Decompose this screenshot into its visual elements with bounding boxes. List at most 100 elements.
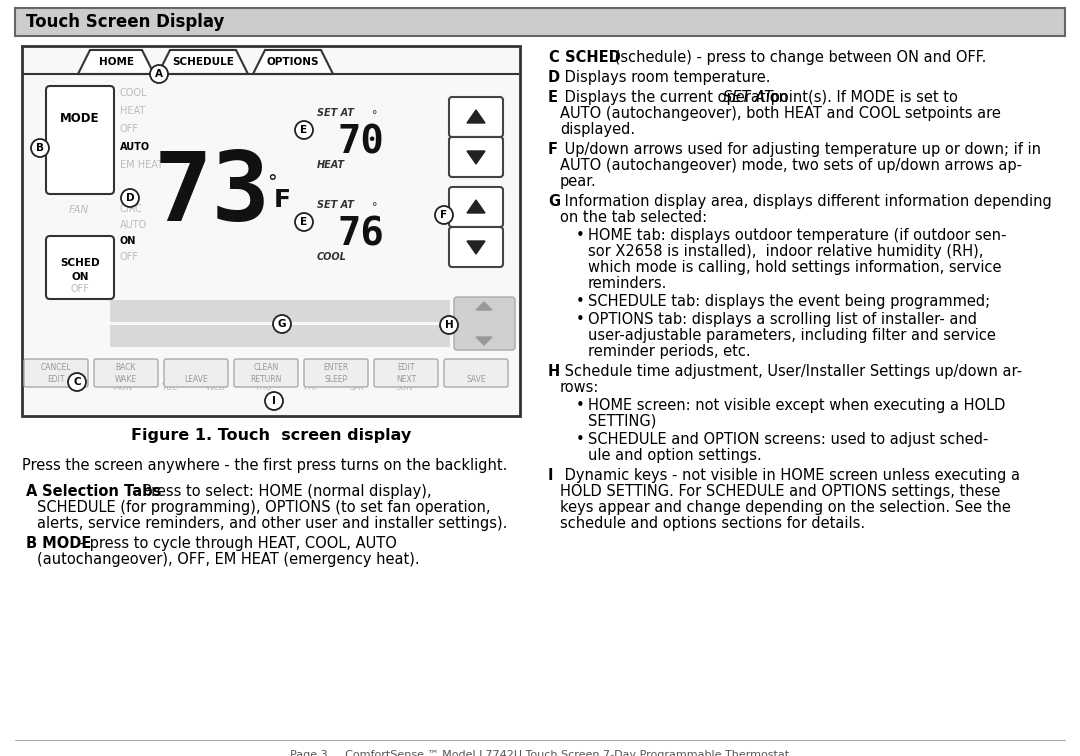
Text: °: ° [267, 173, 276, 192]
Text: BACK: BACK [116, 364, 136, 373]
Text: Dynamic keys - not visible in HOME screen unless executing a: Dynamic keys - not visible in HOME scree… [561, 468, 1020, 483]
Text: AUTO: AUTO [120, 142, 150, 152]
Text: - Press to select: HOME (normal display),: - Press to select: HOME (normal display)… [129, 484, 432, 499]
Text: SCHEDULE tab: displays the event being programmed;: SCHEDULE tab: displays the event being p… [588, 294, 990, 309]
Text: SCHEDULE (for programming), OPTIONS (to set fan operation,: SCHEDULE (for programming), OPTIONS (to … [37, 500, 490, 515]
Text: CANCEL: CANCEL [41, 364, 71, 373]
Polygon shape [467, 200, 485, 213]
Text: rows:: rows: [561, 380, 599, 395]
Text: E: E [300, 217, 308, 227]
FancyBboxPatch shape [234, 359, 298, 387]
Text: E: E [300, 125, 308, 135]
Text: OPTIONS tab: displays a scrolling list of installer- and: OPTIONS tab: displays a scrolling list o… [588, 312, 977, 327]
Text: keys appear and change depending on the selection. See the: keys appear and change depending on the … [561, 500, 1011, 515]
Text: COOL: COOL [120, 88, 148, 98]
Text: reminders.: reminders. [588, 276, 667, 291]
Text: F: F [548, 142, 558, 157]
Text: SET AT: SET AT [723, 90, 773, 105]
Text: HOME: HOME [98, 57, 134, 67]
Text: Information display area, displays different information depending: Information display area, displays diffe… [561, 194, 1052, 209]
Text: ON: ON [120, 236, 136, 246]
FancyBboxPatch shape [94, 359, 158, 387]
Circle shape [150, 65, 168, 83]
Text: H: H [548, 364, 561, 379]
Text: SETTING): SETTING) [588, 414, 657, 429]
Text: pear.: pear. [561, 174, 597, 189]
FancyBboxPatch shape [449, 187, 503, 227]
Text: C: C [73, 377, 81, 387]
Text: I: I [548, 468, 554, 483]
Polygon shape [467, 110, 485, 123]
Text: E: E [548, 90, 558, 105]
Polygon shape [253, 50, 333, 74]
Text: schedule and options sections for details.: schedule and options sections for detail… [561, 516, 865, 531]
Text: HEAT: HEAT [120, 106, 145, 116]
Text: CIRC: CIRC [120, 204, 143, 214]
Text: G: G [548, 194, 561, 209]
Text: FRI: FRI [303, 383, 316, 392]
Text: SCHEDULE: SCHEDULE [172, 57, 234, 67]
Text: alerts, service reminders, and other user and installer settings).: alerts, service reminders, and other use… [37, 516, 508, 531]
FancyBboxPatch shape [24, 359, 87, 387]
Text: A: A [26, 484, 38, 499]
Text: COOL: COOL [318, 252, 347, 262]
Text: °: ° [372, 110, 378, 120]
FancyBboxPatch shape [110, 325, 450, 347]
Text: ENTER: ENTER [323, 364, 349, 373]
FancyBboxPatch shape [449, 97, 503, 137]
Text: B: B [36, 143, 44, 153]
Text: OPTIONS: OPTIONS [267, 57, 320, 67]
Text: I: I [272, 396, 275, 406]
Text: HEAT: HEAT [318, 160, 345, 170]
Text: (autochangeover), OFF, EM HEAT (emergency heat).: (autochangeover), OFF, EM HEAT (emergenc… [37, 552, 420, 567]
Text: EDIT: EDIT [48, 374, 65, 383]
Text: OFF: OFF [120, 124, 139, 134]
Text: D: D [125, 193, 134, 203]
Text: SLEEP: SLEEP [324, 374, 348, 383]
Text: D: D [548, 70, 561, 85]
Text: SAVE: SAVE [467, 374, 486, 383]
FancyBboxPatch shape [444, 359, 508, 387]
Text: OFF: OFF [70, 284, 90, 295]
Text: which mode is calling, hold settings information, service: which mode is calling, hold settings inf… [588, 260, 1001, 275]
Text: ON: ON [71, 272, 89, 283]
Text: Displays room temperature.: Displays room temperature. [561, 70, 770, 85]
Circle shape [31, 139, 49, 157]
Text: SET AT: SET AT [318, 108, 354, 118]
Text: EDIT: EDIT [397, 364, 415, 373]
FancyBboxPatch shape [374, 359, 438, 387]
Circle shape [435, 206, 453, 224]
Circle shape [295, 213, 313, 231]
Text: C: C [548, 50, 558, 65]
FancyBboxPatch shape [449, 137, 503, 177]
FancyBboxPatch shape [46, 86, 114, 194]
Text: HOME screen: not visible except when executing a HOLD: HOME screen: not visible except when exe… [588, 398, 1005, 413]
Text: AUTO: AUTO [120, 220, 147, 230]
Text: F: F [441, 210, 447, 220]
Text: 76: 76 [337, 215, 383, 253]
Text: Selection Tabs: Selection Tabs [37, 484, 161, 499]
FancyBboxPatch shape [15, 8, 1065, 36]
Polygon shape [476, 302, 492, 310]
Circle shape [68, 373, 86, 391]
Text: SCHEDULE and OPTION screens: used to adjust sched-: SCHEDULE and OPTION screens: used to adj… [588, 432, 988, 447]
Text: OFF: OFF [120, 252, 139, 262]
Text: Displays the current operation: Displays the current operation [561, 90, 793, 105]
Text: •: • [576, 398, 584, 413]
Text: CLEAN: CLEAN [254, 364, 279, 373]
Text: THU: THU [254, 383, 272, 392]
Circle shape [440, 316, 458, 334]
FancyBboxPatch shape [164, 359, 228, 387]
Polygon shape [78, 50, 154, 74]
FancyBboxPatch shape [110, 300, 450, 322]
Text: EM HEAT: EM HEAT [120, 160, 163, 170]
Text: •: • [576, 312, 584, 327]
Text: HOLD SETTING. For SCHEDULE and OPTIONS settings, these: HOLD SETTING. For SCHEDULE and OPTIONS s… [561, 484, 1000, 499]
Text: AUTO (autochangeover) mode, two sets of up/down arrows ap-: AUTO (autochangeover) mode, two sets of … [561, 158, 1022, 173]
Text: reminder periods, etc.: reminder periods, etc. [588, 344, 751, 359]
Text: °: ° [372, 202, 378, 212]
Text: Up/down arrows used for adjusting temperature up or down; if in: Up/down arrows used for adjusting temper… [561, 142, 1041, 157]
Text: 70: 70 [337, 123, 383, 161]
FancyBboxPatch shape [454, 297, 515, 350]
Text: - press to cycle through HEAT, COOL, AUTO: - press to cycle through HEAT, COOL, AUT… [75, 536, 396, 551]
